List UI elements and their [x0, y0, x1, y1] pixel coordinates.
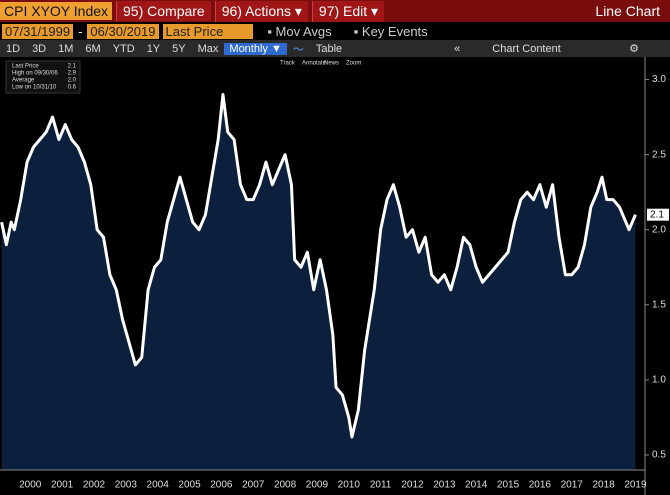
legend: Last Price 2.1 High on 09/30/06 2.9 Average 2…: [5, 60, 81, 94]
x-tick-label: 2017: [561, 480, 584, 491]
y-tick-label: 1.5: [652, 299, 666, 310]
range-buttons: 1D 3D 1M 6M YTD 1Y 5Y Max: [0, 43, 224, 55]
x-tick-label: 2008: [274, 480, 297, 491]
legend-value: 2.0: [68, 78, 77, 84]
legend-label: Average: [12, 78, 35, 84]
legend-label: Last Price: [12, 64, 39, 70]
last-price-tag: 2.1: [650, 209, 664, 220]
range-button[interactable]: 3D: [32, 42, 47, 55]
chart-tool: News: [324, 61, 339, 67]
range-button[interactable]: 1Y: [146, 42, 161, 55]
x-tick-label: 2018: [592, 480, 615, 491]
settings-button[interactable]: ⚙: [629, 43, 639, 55]
x-tick-label: 2013: [433, 480, 456, 491]
y-tick-label: 0.5: [652, 450, 666, 461]
range-button[interactable]: 1D: [6, 42, 21, 55]
legend-value: 2.1: [68, 64, 77, 70]
x-tick-label: 2014: [465, 480, 488, 491]
mov-avgs-label: Mov Avgs: [275, 23, 332, 39]
date-bar: 07/31/1999 - 06/30/2019 Last Price ▪ Mov…: [0, 22, 670, 40]
legend-value: 2.9: [68, 71, 77, 77]
x-tick-label: 2004: [147, 480, 170, 491]
period-select[interactable]: Monthly ▼: [224, 42, 287, 55]
range-button[interactable]: 1M: [58, 42, 74, 55]
x-tick-label: 2007: [242, 480, 265, 491]
x-tick-label: 2019: [624, 480, 647, 491]
x-tick-label: 2000: [19, 480, 42, 491]
edit-button[interactable]: 97) Edit ▾: [311, 0, 385, 22]
y-tick-label: 2.5: [652, 149, 666, 160]
x-tick-label: 2009: [306, 480, 329, 491]
table-button[interactable]: Table: [315, 42, 343, 55]
actions-button[interactable]: 96) Actions ▾: [214, 0, 308, 22]
legend-value: 0.6: [68, 85, 77, 91]
x-tick-label: 2003: [115, 480, 138, 491]
last-price-tag-bg: [647, 208, 669, 221]
x-tick-label: 2001: [51, 480, 74, 491]
x-tick-label: 2002: [83, 480, 106, 491]
field-select[interactable]: Last Price: [162, 23, 254, 39]
compare-button[interactable]: 95) Compare: [116, 1, 211, 21]
start-date[interactable]: 07/31/1999: [2, 23, 74, 39]
key-events[interactable]: ▪ Key Events: [353, 23, 428, 39]
collapse-button[interactable]: «: [454, 42, 461, 55]
y-tick-label: 1.0: [652, 375, 666, 386]
title-bar: CPI XYOY Index 95) Compare 96) Actions ▾…: [0, 0, 670, 22]
view-name: Line Chart: [595, 3, 660, 19]
x-tick-label: 2010: [338, 480, 361, 491]
chart-content[interactable]: Chart Content: [492, 42, 561, 55]
range-button[interactable]: 5Y: [172, 42, 186, 55]
legend-label: High on 09/30/06: [12, 71, 58, 77]
chart-tool: Zoom: [346, 61, 361, 67]
key-events-label: Key Events: [361, 23, 428, 39]
legend-label: Low on 10/31/10: [12, 85, 57, 91]
mov-avgs[interactable]: ▪ Mov Avgs: [267, 23, 332, 39]
chart-tool: Track: [280, 61, 296, 67]
area: [1, 94, 636, 470]
x-tick-label: 2016: [529, 480, 552, 491]
line: [0, 93, 637, 439]
x-tick-label: 2015: [497, 480, 520, 491]
date-separator: -: [78, 23, 83, 39]
end-date[interactable]: 06/30/2019: [87, 23, 159, 39]
legend-bg: [5, 60, 81, 94]
y-tick-label: 3.0: [652, 74, 666, 85]
chart-tool: Annotate: [302, 61, 327, 67]
range-button[interactable]: YTD: [112, 42, 135, 55]
y-tick-label: 2.0: [652, 224, 666, 235]
x-tick-label: 2012: [401, 480, 424, 491]
line-icon[interactable]: 〜: [292, 43, 304, 56]
range-button[interactable]: Max: [197, 42, 219, 55]
x-tick-label: 2011: [370, 480, 392, 491]
range-button[interactable]: 6M: [85, 42, 101, 55]
security[interactable]: CPI XYOY Index: [0, 2, 113, 20]
x-tick-label: 2006: [210, 480, 233, 491]
x-tick-label: 2005: [178, 480, 201, 491]
range-bar: 1D 3D 1M 6M YTD 1Y 5Y Max Monthly ▼ 〜 Table « C…: [0, 40, 670, 57]
